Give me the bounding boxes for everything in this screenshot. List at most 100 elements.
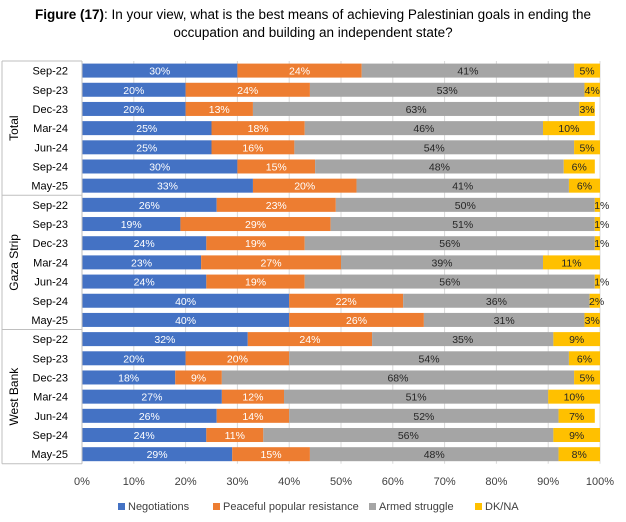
bar-segment <box>82 447 233 462</box>
bar-segment <box>330 217 595 232</box>
data-label: 5% <box>579 66 594 78</box>
data-label: 24% <box>134 277 155 289</box>
bar-segment <box>82 370 176 385</box>
data-label: 1% <box>594 219 609 231</box>
bar-segment <box>247 332 373 347</box>
bar-segment <box>309 447 559 462</box>
x-tick-label: 60% <box>382 476 404 488</box>
x-tick-label: 50% <box>330 476 352 488</box>
data-label: 56% <box>439 238 460 250</box>
data-label: 10% <box>558 123 579 135</box>
bar-segment <box>82 101 186 116</box>
data-label: 16% <box>242 142 263 154</box>
bar-segment <box>82 255 202 270</box>
bar-segment <box>82 82 186 97</box>
data-label: 3% <box>585 315 600 327</box>
data-label: 13% <box>209 104 230 116</box>
data-label: 26% <box>139 200 160 212</box>
row-label: May-25 <box>31 315 68 327</box>
bar-segment <box>82 236 207 251</box>
row-label: Dec-23 <box>33 372 68 384</box>
data-label: 40% <box>175 296 196 308</box>
data-label: 27% <box>261 257 282 269</box>
x-tick-label: 80% <box>485 476 507 488</box>
bar-segment <box>548 389 600 404</box>
x-tick-label: 100% <box>586 476 614 488</box>
data-label: 10% <box>564 392 585 404</box>
data-label: 1% <box>594 200 609 212</box>
bar-segment <box>563 159 595 174</box>
x-tick-label: 0% <box>74 476 90 488</box>
bar-segment <box>82 293 290 308</box>
bar-segment <box>263 428 554 443</box>
legend-label: DK/NA <box>485 501 519 513</box>
data-label: 14% <box>242 411 263 423</box>
bar-segment <box>221 370 575 385</box>
data-label: 15% <box>261 449 282 461</box>
data-label: 63% <box>406 104 427 116</box>
data-label: 19% <box>245 277 266 289</box>
row-label: Mar-24 <box>33 392 68 404</box>
bar-segment <box>574 370 600 385</box>
x-tick-label: 20% <box>175 476 197 488</box>
data-label: 51% <box>452 219 473 231</box>
group-label: West Bank <box>7 367 21 426</box>
data-label: 32% <box>154 334 175 346</box>
data-label: 41% <box>457 66 478 78</box>
data-label: 20% <box>123 85 144 97</box>
bar-segment <box>82 274 207 289</box>
data-label: 2% <box>589 296 604 308</box>
bar-segment <box>206 236 305 251</box>
data-label: 25% <box>136 123 157 135</box>
bar-segment <box>211 140 295 155</box>
x-tick-label: 30% <box>226 476 248 488</box>
data-label: 18% <box>118 372 139 384</box>
bar-segment <box>579 101 595 116</box>
data-label: 24% <box>289 66 310 78</box>
bar-segment <box>82 312 290 327</box>
data-label: 25% <box>136 142 157 154</box>
bar-segment <box>553 332 600 347</box>
data-label: 27% <box>141 392 162 404</box>
chart-title: Figure (17): In your view, what is the b… <box>20 6 606 42</box>
bar-segment <box>304 274 595 289</box>
bar-segment <box>589 293 600 308</box>
bar-segment <box>82 197 217 212</box>
row-label: Sep-22 <box>33 66 68 78</box>
bar-segment <box>553 428 600 443</box>
bar-segment <box>304 236 595 251</box>
data-label: 26% <box>346 315 367 327</box>
legend-label: Negotiations <box>128 501 190 513</box>
bar-segment <box>543 121 595 136</box>
bar-segment <box>315 159 564 174</box>
legend-swatch <box>118 503 125 510</box>
bar-segment <box>185 82 310 97</box>
bar-segment <box>216 408 290 423</box>
bar-segment <box>82 428 207 443</box>
bar-segment <box>206 274 305 289</box>
bar-segment <box>82 159 238 174</box>
data-label: 41% <box>452 181 473 193</box>
data-label: 20% <box>123 104 144 116</box>
bar-segment <box>180 217 331 232</box>
data-label: 3% <box>579 104 594 116</box>
data-label: 24% <box>134 430 155 442</box>
data-label: 30% <box>149 66 170 78</box>
bar-segment <box>558 447 600 462</box>
data-label: 40% <box>175 315 196 327</box>
bar-segment <box>335 197 595 212</box>
row-label: May-25 <box>31 181 68 193</box>
data-label: 6% <box>577 353 592 365</box>
legend-label: Armed struggle <box>379 501 454 513</box>
data-label: 12% <box>242 392 263 404</box>
row-label: Sep-23 <box>33 85 68 97</box>
row-label: Jun-24 <box>34 142 68 154</box>
bar-segment <box>82 178 253 193</box>
bar-segment <box>216 197 336 212</box>
data-label: 1% <box>594 277 609 289</box>
figure-label: Figure (17) <box>34 7 104 22</box>
bar-segment <box>289 408 559 423</box>
bar-segment <box>185 101 253 116</box>
data-label: 39% <box>432 257 453 269</box>
